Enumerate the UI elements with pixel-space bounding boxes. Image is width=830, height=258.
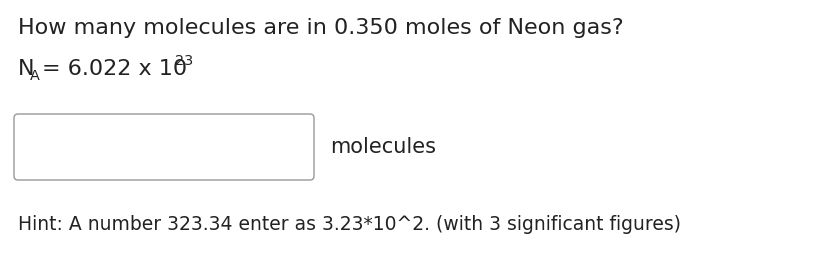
Text: A: A <box>30 69 40 83</box>
Text: 23: 23 <box>175 54 193 68</box>
Text: = 6.022 x 10: = 6.022 x 10 <box>42 59 187 79</box>
Text: Hint: A number 323.34 enter as 3.23*10^2. (with 3 significant figures): Hint: A number 323.34 enter as 3.23*10^2… <box>18 215 681 234</box>
Text: N: N <box>18 59 35 79</box>
Text: molecules: molecules <box>330 137 436 157</box>
Text: How many molecules are in 0.350 moles of Neon gas?: How many molecules are in 0.350 moles of… <box>18 18 623 38</box>
FancyBboxPatch shape <box>14 114 314 180</box>
